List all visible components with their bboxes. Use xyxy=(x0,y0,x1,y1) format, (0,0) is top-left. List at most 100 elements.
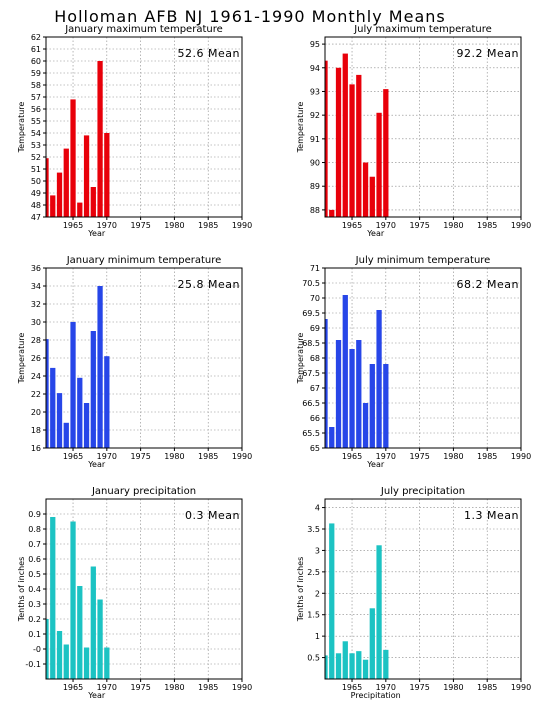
x-axis-label: Precipitation xyxy=(351,691,401,700)
y-tick-label: 58 xyxy=(31,81,41,90)
y-tick-label: 36 xyxy=(31,264,41,273)
bar-1967 xyxy=(362,162,369,217)
y-tick-label: 3.5 xyxy=(307,525,320,534)
bar-1970 xyxy=(104,356,110,448)
x-axis-label: Year xyxy=(366,460,385,469)
bar-1968 xyxy=(369,608,375,679)
bar-1968 xyxy=(90,566,96,679)
panel-title: January maximum temperature xyxy=(64,24,223,35)
y-tick-label: 69 xyxy=(310,324,320,333)
y-tick-label: 0.9 xyxy=(28,510,41,519)
y-tick-label: 0.1 xyxy=(28,630,41,639)
bar-1968 xyxy=(90,187,96,217)
bar-1966 xyxy=(77,202,83,217)
y-tick-label: 50 xyxy=(31,177,41,186)
x-tick-label: 1975 xyxy=(130,221,150,230)
mean-label: 92.2 Mean xyxy=(457,47,519,60)
x-tick-label: 1980 xyxy=(443,683,463,692)
x-tick-label: 1965 xyxy=(63,452,83,461)
y-tick-label: 90 xyxy=(310,159,320,168)
chart-panel-1: January maximum temperature 47 48 49 50 51 52 5… xyxy=(17,24,252,238)
y-tick-label: 22 xyxy=(31,390,41,399)
x-tick-label: 1975 xyxy=(130,683,150,692)
x-tick-label: 1965 xyxy=(342,221,362,230)
mean-label: 25.8 Mean xyxy=(178,278,240,291)
bar-1961 xyxy=(325,319,328,448)
y-tick-label: 47 xyxy=(31,213,41,222)
x-tick-label: 1990 xyxy=(232,221,252,230)
bar-1963 xyxy=(335,653,342,679)
y-tick-label: 3 xyxy=(315,546,320,555)
bar-1965 xyxy=(70,521,76,679)
x-tick-label: 1990 xyxy=(511,452,531,461)
bar-1966 xyxy=(356,651,362,679)
y-tick-label: 2.5 xyxy=(307,568,320,577)
x-axis-label: Year xyxy=(87,691,106,700)
bar-1970 xyxy=(383,89,389,217)
x-tick-label: 1970 xyxy=(97,452,117,461)
panel-title: July minimum temperature xyxy=(355,255,491,266)
chart-panels: January maximum temperature 47 48 49 50 51 52 5… xyxy=(17,24,531,700)
bar-1964 xyxy=(63,422,69,448)
y-tick-label: 68.5 xyxy=(302,339,320,348)
y-tick-label: 2 xyxy=(315,589,320,598)
y-tick-label: 66 xyxy=(310,414,320,423)
bar-1963 xyxy=(56,393,63,448)
bar-1962 xyxy=(50,195,56,217)
bar-1964 xyxy=(63,644,69,679)
y-tick-label: 49 xyxy=(31,189,41,198)
x-tick-label: 1975 xyxy=(409,683,429,692)
y-tick-label: 89 xyxy=(310,182,320,191)
x-tick-label: 1970 xyxy=(97,221,117,230)
chart-panel-4: July minimum temperature 65 65.5 66 66.5 67 67… xyxy=(296,255,531,469)
x-tick-label: 1985 xyxy=(198,221,218,230)
x-tick-label: 1985 xyxy=(477,683,497,692)
y-tick-label: 92 xyxy=(310,111,320,120)
x-tick-label: 1980 xyxy=(164,452,184,461)
y-tick-label: 52 xyxy=(31,153,41,162)
bar-1970 xyxy=(104,647,110,679)
x-axis-label: Year xyxy=(366,229,385,238)
x-tick-label: 1970 xyxy=(376,221,396,230)
bar-1970 xyxy=(104,133,110,217)
y-axis-label: Tenths of inches xyxy=(17,557,26,623)
x-tick-label: 1975 xyxy=(409,221,429,230)
bar-1967 xyxy=(83,647,90,679)
y-tick-label: 56 xyxy=(31,105,41,114)
bar-1961 xyxy=(46,619,49,679)
y-axis-label: Temperature xyxy=(296,333,305,385)
panel-title: January precipitation xyxy=(91,486,196,497)
y-axis-label: Temperature xyxy=(17,102,26,154)
y-tick-label: 20 xyxy=(31,408,41,417)
x-tick-label: 1965 xyxy=(342,683,362,692)
y-tick-label: 51 xyxy=(31,165,41,174)
y-tick-label: 0.3 xyxy=(28,600,41,609)
x-tick-label: 1985 xyxy=(198,452,218,461)
y-tick-label: 70 xyxy=(310,294,320,303)
y-tick-label: 95 xyxy=(310,40,320,49)
y-tick-label: 71 xyxy=(310,264,320,273)
y-tick-label: 0.5 xyxy=(28,570,41,579)
x-tick-label: 1965 xyxy=(63,221,83,230)
plot-frame xyxy=(324,36,522,218)
y-tick-label: 61 xyxy=(31,45,41,54)
bar-1970 xyxy=(383,364,389,448)
x-tick-label: 1980 xyxy=(443,452,463,461)
bar-1966 xyxy=(77,586,83,679)
panel-title: July precipitation xyxy=(380,486,465,497)
bar-1969 xyxy=(376,112,382,217)
y-tick-label: 53 xyxy=(31,141,41,150)
bar-1961 xyxy=(46,158,49,217)
x-tick-label: 1965 xyxy=(63,683,83,692)
y-tick-label: 94 xyxy=(310,64,320,73)
bar-1961 xyxy=(46,339,49,448)
bar-1966 xyxy=(356,340,362,448)
bar-1966 xyxy=(77,377,83,448)
chart-panel-6: July precipitation 0.5 1 1.5 2 2.5 3 3.5 4 1965 19… xyxy=(296,486,531,700)
y-tick-label: 69.5 xyxy=(302,309,320,318)
bar-1964 xyxy=(342,53,348,217)
bar-1965 xyxy=(349,349,355,448)
chart-panel-2: July maximum temperature 88 89 90 91 92 93 94 95… xyxy=(296,24,531,238)
y-tick-label: 28 xyxy=(31,336,41,345)
bar-1963 xyxy=(335,67,342,217)
